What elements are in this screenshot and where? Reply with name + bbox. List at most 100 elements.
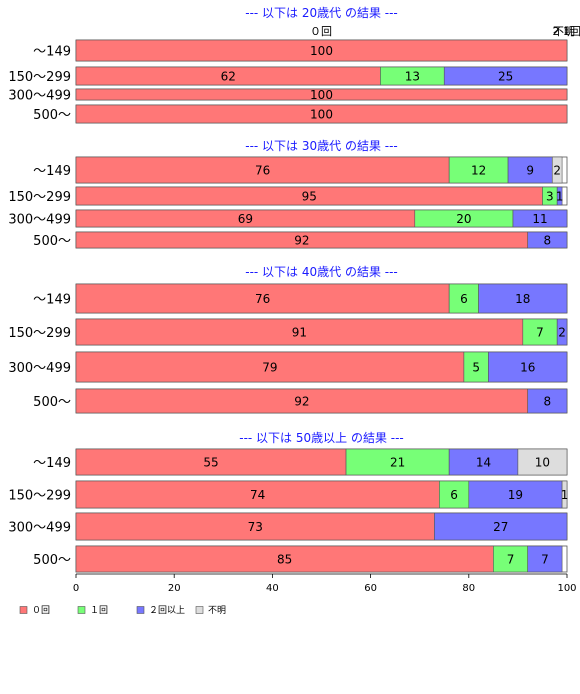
- category-label: ～149: [33, 293, 71, 308]
- bar-segment: [463, 351, 489, 383]
- bar-value-label: 7: [541, 553, 549, 567]
- category-label: 150～299: [8, 190, 71, 205]
- bar-value-label: 3: [546, 190, 554, 204]
- bar-value-label: 1: [556, 190, 564, 204]
- bar-value-label: 2: [553, 164, 561, 178]
- bar-segment: [517, 448, 568, 476]
- bar-segment: [507, 156, 553, 184]
- bar-value-label: 18: [515, 292, 530, 306]
- x-tick-label: 100: [557, 583, 576, 594]
- category-label: 300～499: [8, 361, 71, 376]
- bar-value-label: 7: [536, 326, 544, 340]
- bar-segment: [439, 480, 470, 509]
- bar-value-label: 13: [405, 70, 420, 84]
- x-tick-label: 60: [364, 583, 377, 594]
- bar-value-label: 100: [310, 88, 333, 102]
- bar-segment: [345, 448, 450, 476]
- bar-value-label: 8: [544, 395, 552, 409]
- category-label: ～149: [33, 164, 71, 179]
- panel-title: --- 以下は 30歳代 の結果 ---: [245, 139, 398, 153]
- bar-value-label: 14: [476, 456, 491, 470]
- bar-value-label: 85: [277, 553, 292, 567]
- category-label: 500～: [33, 395, 71, 410]
- bar-segment: [75, 448, 347, 476]
- bar-segment: [75, 39, 568, 62]
- bar-value-label: 12: [471, 164, 486, 178]
- bar-value-label: 92: [294, 395, 309, 409]
- bar-value-label: 69: [238, 212, 253, 226]
- bar-segment: [556, 318, 568, 346]
- bar-segment: [522, 318, 558, 346]
- x-tick-label: 80: [462, 583, 475, 594]
- bar-segment: [527, 545, 563, 573]
- bar-value-label: 6: [460, 292, 468, 306]
- legend-swatch: [19, 606, 28, 614]
- category-label: 500～: [33, 234, 71, 249]
- bar-segment: [448, 448, 519, 476]
- bar-segment: [556, 186, 563, 206]
- category-label: 500～: [33, 108, 71, 123]
- bar-value-label: 10: [535, 456, 550, 470]
- bar-value-label: 7: [507, 553, 515, 567]
- bar-segment: [443, 66, 568, 86]
- bar-value-label: 6: [450, 488, 458, 502]
- bar-value-label: 16: [520, 361, 535, 375]
- bar-segment: [561, 480, 568, 509]
- legend-swatch: [195, 606, 204, 614]
- bar-value-label: 92: [294, 234, 309, 248]
- bar-segment: [75, 480, 440, 509]
- category-label: ～149: [33, 45, 71, 60]
- bar-segment: [488, 351, 568, 383]
- bar-segment: [551, 156, 563, 184]
- bar-segment: [468, 480, 563, 509]
- bar-segment: [75, 545, 494, 573]
- legend-label: 不明: [208, 605, 226, 616]
- category-label: 150～299: [8, 70, 71, 85]
- header-label: 2: [553, 25, 560, 38]
- bar-value-label: 1: [561, 488, 569, 502]
- bar-value-label: 100: [310, 108, 333, 122]
- bar-value-label: 73: [248, 520, 263, 534]
- bar-value-label: 79: [262, 361, 277, 375]
- category-label: 300～499: [8, 521, 71, 536]
- category-label: 300～499: [8, 213, 71, 228]
- bar-value-label: 55: [203, 456, 218, 470]
- bar-segment: [448, 283, 479, 314]
- bar-segment: [75, 88, 568, 101]
- bar-value-label: 11: [532, 212, 547, 226]
- bar-segment: [527, 231, 568, 249]
- bar-value-label: 9: [526, 164, 534, 178]
- x-tick-label: 20: [168, 583, 181, 594]
- bar-segment: [75, 318, 524, 346]
- legend-label: ０回: [32, 605, 50, 616]
- bar-value-label: 95: [302, 190, 317, 204]
- bar-value-label: 8: [544, 234, 552, 248]
- panel-title: --- 以下は 40歳代 の結果 ---: [245, 265, 398, 279]
- panel-title: --- 以下は 20歳代 の結果 ---: [245, 6, 398, 20]
- legend-swatch: [77, 606, 86, 614]
- bar-segment: [448, 156, 509, 184]
- bar-value-label: 20: [456, 212, 471, 226]
- x-tick-label: 40: [266, 583, 279, 594]
- panel-title: --- 以下は 50歳以上 の結果 ---: [239, 431, 404, 445]
- legend-label: １回: [90, 605, 108, 616]
- bar-segment: [434, 512, 568, 541]
- header-label: 不明: [553, 25, 575, 38]
- bar-segment: [75, 104, 568, 124]
- legend-swatch: [136, 606, 145, 614]
- legend-label: ２回以上: [149, 605, 185, 616]
- category-label: ～149: [33, 456, 71, 471]
- header-label: 1回: [563, 25, 580, 38]
- category-label: 300～499: [8, 89, 71, 104]
- category-label: 150～299: [8, 489, 71, 504]
- bar-value-label: 2: [558, 326, 566, 340]
- bar-value-label: 100: [310, 44, 333, 58]
- header-label: ０回: [310, 25, 332, 38]
- bar-value-label: 62: [221, 70, 236, 84]
- bar-value-label: 27: [493, 520, 508, 534]
- bar-segment: [478, 283, 568, 314]
- bar-value-label: 76: [255, 164, 270, 178]
- bar-value-label: 21: [390, 456, 405, 470]
- bar-value-label: 5: [472, 361, 480, 375]
